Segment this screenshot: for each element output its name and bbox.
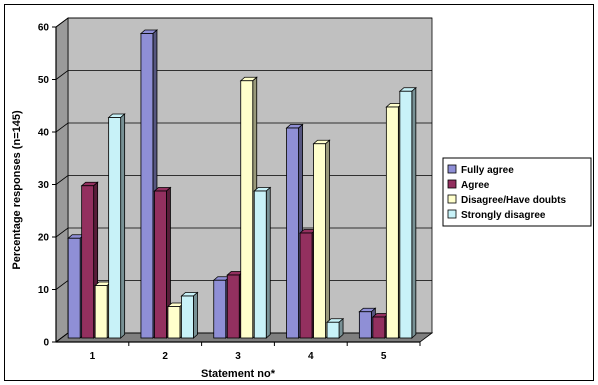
bar-front xyxy=(108,117,122,339)
bar-side xyxy=(411,86,417,339)
y-tick-label: 0 xyxy=(43,338,49,349)
bar-side xyxy=(325,139,330,339)
bar-front xyxy=(326,321,340,339)
bar-side xyxy=(338,317,344,339)
bar-strongly-disagree-5 xyxy=(398,86,417,339)
bar-front xyxy=(154,190,167,339)
legend-swatch xyxy=(447,209,457,219)
x-tick-labels: 1 2 3 4 5 xyxy=(90,351,387,362)
bar-strongly-disagree-2 xyxy=(180,291,199,339)
legend-label: Fully agree xyxy=(461,165,514,176)
bar-disagree-have-doubts-4 xyxy=(312,139,331,339)
bar-front xyxy=(81,185,95,339)
legend-label: Strongly disagree xyxy=(461,210,546,221)
bar-front xyxy=(286,127,299,339)
bar-front xyxy=(358,311,372,339)
gridline xyxy=(55,122,432,133)
legend-item: Disagree/Have doubts xyxy=(447,194,566,206)
bar-front xyxy=(253,190,267,339)
bar-front xyxy=(399,90,413,339)
x-axis-title: Statement no* xyxy=(201,368,276,380)
bar-front xyxy=(313,143,326,339)
legend-item: Agree xyxy=(447,179,490,191)
y-tick-label: 50 xyxy=(38,75,50,86)
bar-front xyxy=(140,33,154,339)
x-tick-label: 5 xyxy=(381,351,387,362)
legend-box xyxy=(442,157,592,227)
legend-label: Agree xyxy=(461,180,490,191)
bar-front xyxy=(385,106,399,339)
bar-front xyxy=(167,306,181,339)
legend-swatch xyxy=(447,194,457,204)
bar-front xyxy=(240,80,254,339)
bar-strongly-disagree-4 xyxy=(325,317,345,339)
x-tick-label: 4 xyxy=(308,351,314,362)
chart-frame xyxy=(4,4,594,381)
bar-fully-agree-4 xyxy=(285,123,304,339)
x-tick-label: 3 xyxy=(235,351,241,362)
y-tick-label: 60 xyxy=(38,23,50,34)
bar-front xyxy=(67,237,81,339)
y-tick-label: 40 xyxy=(38,128,50,139)
bar-front xyxy=(94,285,108,339)
bar-side xyxy=(265,186,271,339)
bar-strongly-disagree-1 xyxy=(107,113,126,339)
bar-front xyxy=(299,232,313,339)
bar-agree-2 xyxy=(153,186,172,339)
legend-swatch xyxy=(447,179,457,189)
bar-front xyxy=(226,274,240,339)
axes xyxy=(52,26,421,346)
y-tick-label: 30 xyxy=(38,180,50,191)
bar-side xyxy=(193,291,198,339)
legend-swatch xyxy=(447,164,457,174)
bars xyxy=(67,29,417,339)
x-tick-label: 1 xyxy=(90,351,96,362)
legend-item: Strongly disagree xyxy=(447,209,546,221)
bar-front xyxy=(213,279,227,339)
legend-label: Disagree/Have doubts xyxy=(461,195,566,206)
y-tick-label: 10 xyxy=(38,285,50,296)
gridline xyxy=(55,70,432,80)
legend: Fully agree Agree Disagree/Have doubts Stro… xyxy=(442,157,592,227)
x-tick-label: 2 xyxy=(162,351,168,362)
gridline xyxy=(55,227,432,238)
y-axis-title: Percentage responses (n=145) xyxy=(11,110,23,270)
bar-side xyxy=(120,113,126,339)
bar-front xyxy=(372,316,386,339)
gridline xyxy=(55,175,432,185)
legend-item: Fully agree xyxy=(447,164,514,176)
y-tick-label: 20 xyxy=(38,233,50,244)
y-tick-labels: 0 10 20 30 40 50 60 xyxy=(38,23,50,349)
bar-strongly-disagree-3 xyxy=(253,186,272,339)
bar-front xyxy=(181,295,194,339)
gridline xyxy=(55,17,432,28)
